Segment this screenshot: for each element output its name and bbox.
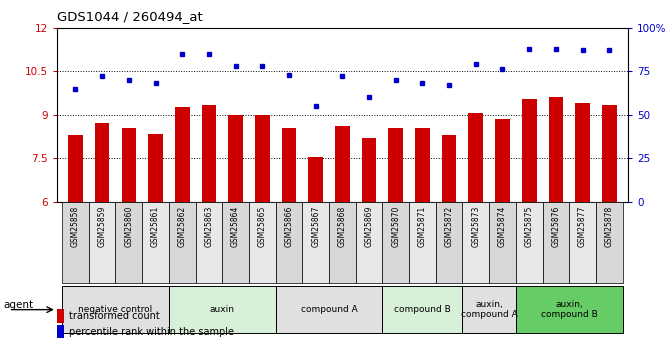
Bar: [516, 286, 623, 333]
Bar: [436, 202, 462, 283]
Bar: [62, 286, 169, 333]
Text: GSM25872: GSM25872: [445, 206, 454, 247]
Text: GSM25858: GSM25858: [71, 206, 80, 247]
Text: compound B: compound B: [394, 305, 451, 314]
Text: auxin: auxin: [210, 305, 234, 314]
Bar: [415, 128, 430, 202]
Bar: [169, 202, 196, 283]
Text: auxin,
compound A: auxin, compound A: [461, 300, 518, 319]
Bar: [255, 115, 270, 202]
Text: GSM25859: GSM25859: [98, 206, 107, 247]
Bar: [202, 105, 216, 202]
Text: GSM25863: GSM25863: [204, 206, 213, 247]
Text: compound A: compound A: [301, 305, 357, 314]
Bar: [249, 202, 276, 283]
Bar: [282, 128, 297, 202]
Text: GSM25867: GSM25867: [311, 206, 320, 247]
Bar: [462, 286, 516, 333]
Bar: [542, 202, 569, 283]
Bar: [169, 286, 276, 333]
Bar: [489, 202, 516, 283]
Text: GSM25873: GSM25873: [472, 206, 480, 247]
Bar: [89, 202, 116, 283]
Bar: [548, 97, 563, 202]
Bar: [495, 119, 510, 202]
Bar: [276, 202, 303, 283]
Bar: [68, 135, 83, 202]
Bar: [361, 138, 376, 202]
Text: GSM25861: GSM25861: [151, 206, 160, 247]
Bar: [122, 128, 136, 202]
Bar: [462, 202, 489, 283]
Text: GSM25869: GSM25869: [365, 206, 373, 247]
Bar: [442, 135, 456, 202]
Text: GSM25871: GSM25871: [418, 206, 427, 247]
Text: GSM25865: GSM25865: [258, 206, 267, 247]
Bar: [382, 286, 462, 333]
Bar: [516, 202, 542, 283]
Bar: [596, 202, 623, 283]
Bar: [222, 202, 249, 283]
Text: GSM25864: GSM25864: [231, 206, 240, 247]
Bar: [62, 202, 89, 283]
Bar: [388, 128, 403, 202]
Text: GSM25875: GSM25875: [524, 206, 534, 247]
Bar: [468, 113, 483, 202]
Bar: [335, 126, 349, 202]
Text: GSM25866: GSM25866: [285, 206, 293, 247]
Text: negative control: negative control: [78, 305, 152, 314]
Bar: [309, 157, 323, 202]
Text: GSM25874: GSM25874: [498, 206, 507, 247]
Text: GSM25878: GSM25878: [605, 206, 614, 247]
Text: GSM25868: GSM25868: [338, 206, 347, 247]
Bar: [569, 202, 596, 283]
Bar: [142, 202, 169, 283]
Text: GDS1044 / 260494_at: GDS1044 / 260494_at: [57, 10, 202, 23]
Bar: [602, 105, 617, 202]
Bar: [196, 202, 222, 283]
Text: GSM25870: GSM25870: [391, 206, 400, 247]
Text: transformed count: transformed count: [69, 312, 160, 321]
Bar: [575, 103, 590, 202]
Bar: [95, 124, 110, 202]
Text: GSM25877: GSM25877: [578, 206, 587, 247]
Bar: [175, 107, 190, 202]
Bar: [355, 202, 382, 283]
Bar: [522, 99, 536, 202]
Bar: [382, 202, 409, 283]
Text: GSM25876: GSM25876: [551, 206, 560, 247]
Text: GSM25862: GSM25862: [178, 206, 187, 247]
Bar: [116, 202, 142, 283]
Text: agent: agent: [3, 300, 33, 310]
Text: auxin,
compound B: auxin, compound B: [541, 300, 598, 319]
Bar: [303, 202, 329, 283]
Bar: [148, 134, 163, 202]
Bar: [276, 286, 382, 333]
Bar: [228, 115, 243, 202]
Text: GSM25860: GSM25860: [124, 206, 134, 247]
Bar: [409, 202, 436, 283]
Text: percentile rank within the sample: percentile rank within the sample: [69, 327, 234, 337]
Bar: [329, 202, 355, 283]
